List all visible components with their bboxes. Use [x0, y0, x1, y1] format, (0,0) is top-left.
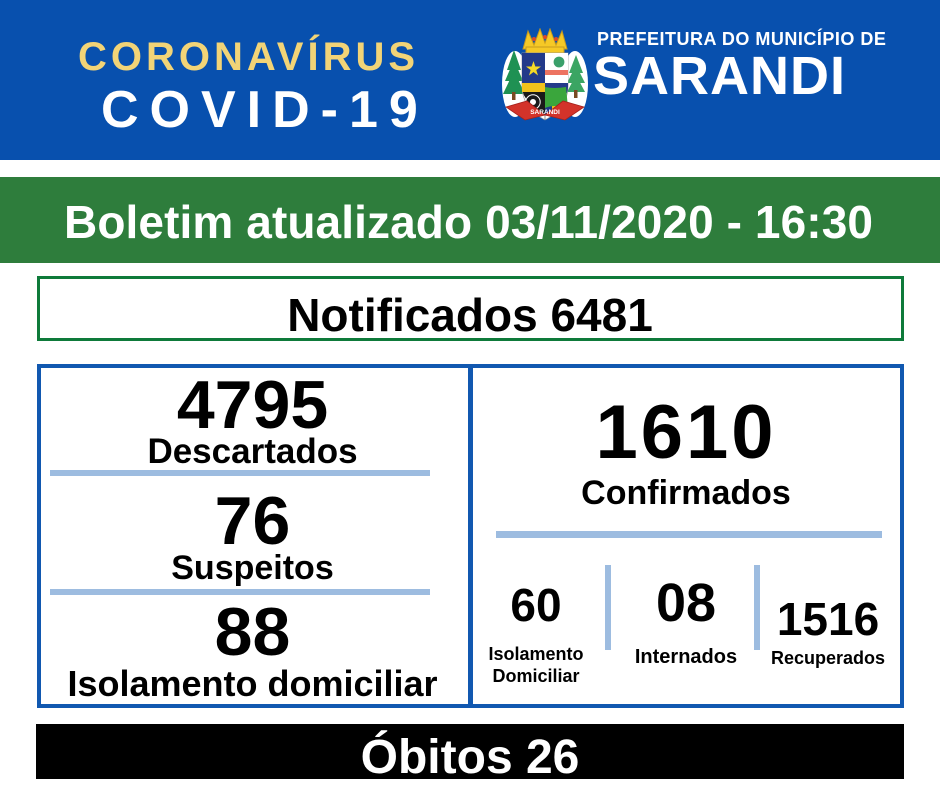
svg-text:SARANDI: SARANDI: [530, 109, 560, 116]
